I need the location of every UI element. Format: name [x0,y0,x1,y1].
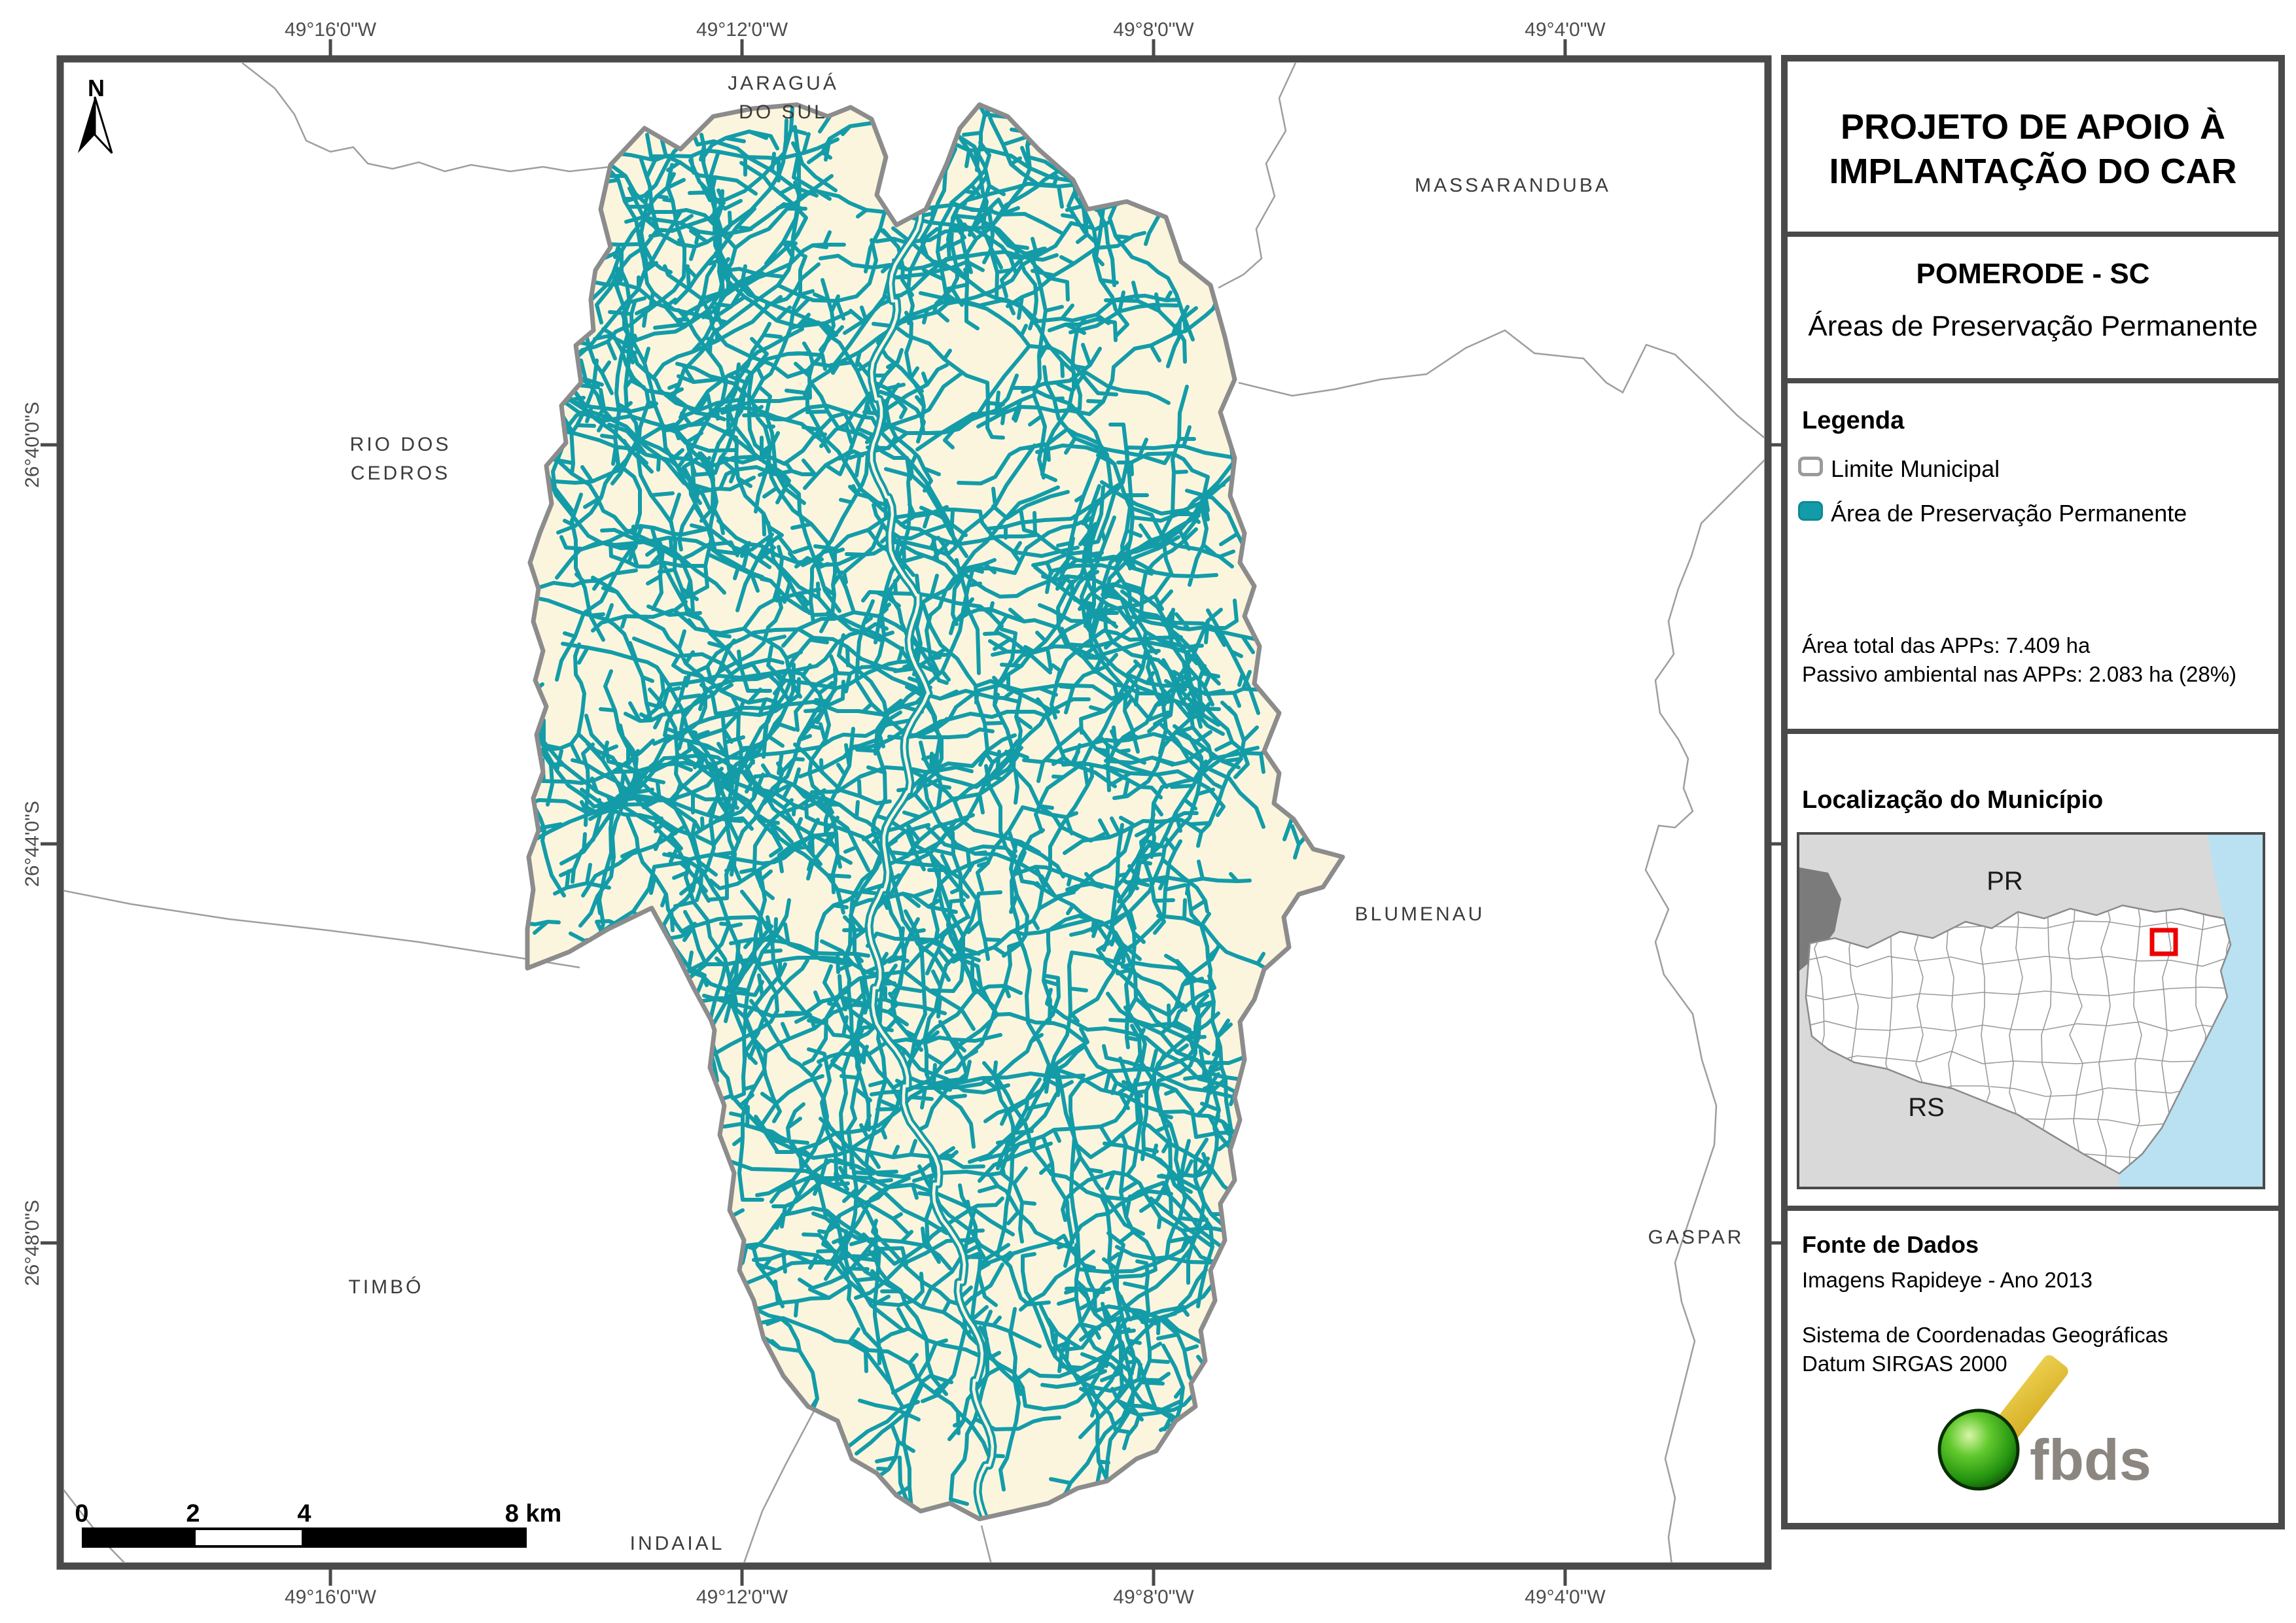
scale-bar-tick-label: 0 [75,1500,89,1527]
region-label-massaranduba: MASSARANDUBA [1415,175,1611,196]
logo-text: fbds [2030,1427,2151,1492]
region-label-blumenau: BLUMENAU [1354,903,1485,925]
fbds-logo-graphic: fbds [1937,1355,2151,1492]
municipal-boundary-line [743,1409,816,1562]
scale-bar-segment [193,1527,304,1548]
source-datum-line: Datum SIRGAS 2000 [1802,1352,2007,1376]
scale-bar-segment [82,1527,193,1548]
map-frame-border [56,55,1772,1570]
legend-swatch-limite-municipal [1798,457,1823,476]
source-crs-line: Sistema de Coordenadas Geográficas [1802,1323,2168,1347]
region-label-jaragua-do-sul: JARAGUÁ DO SUL [728,73,839,123]
panel-divider [1788,232,2278,237]
scale-bar: 0 2 4 8 km [75,1500,561,1548]
map-inner-layer [64,63,1764,1562]
project-title-line2: IMPLANTAÇÃO DO CAR [1829,152,2237,191]
longitude-label-bottom: 49°12'0"W [696,1586,788,1608]
municipal-boundary-line [64,890,580,969]
logo-sphere-icon [1937,1408,2020,1491]
north-arrow-letter: N [88,75,105,101]
scale-bar-tick-label: 4 [297,1500,311,1527]
state-locator-map: PR RS [1797,832,2265,1189]
municipal-boundary-line [980,1525,992,1562]
location-heading: Localização do Município [1802,786,2104,814]
app-total-stat: Área total das APPs: 7.409 ha [1802,633,2091,657]
app-passivo-stat: Passivo ambiental nas APPs: 2.083 ha (28… [1802,662,2237,686]
legend-swatch-app [1798,501,1823,521]
inset-municipality-mesh [1806,905,2231,1174]
santa-catarina-inset: PR RS [1799,835,2263,1187]
region-label-rio-dos-cedros: RIO DOS CEDROS [349,434,451,484]
inset-pomerode-marker [2149,928,2178,956]
north-arrow: N [73,65,119,157]
side-panel: PROJETO DE APOIO À IMPLANTAÇÃO DO CAR PO… [1781,55,2285,1529]
source-heading: Fonte de Dados [1802,1231,1979,1258]
fbds-logo: fbds [1925,1341,2200,1511]
scale-bar-tick-label: 2 [186,1500,200,1527]
longitude-label-top: 49°8'0"W [1113,19,1194,41]
municipality-title: POMERODE - SC [1916,258,2150,290]
latitude-label-left: 26°40'0"S [22,402,43,488]
app-stream-network [527,105,1343,1519]
pomerode-municipality-border [525,102,1345,1522]
inset-label-rs: RS [1908,1093,1945,1122]
latitude-label-left: 26°44'0"S [22,801,43,887]
legend-heading: Legenda [1802,407,1905,434]
longitude-label-top: 49°4'0"W [1525,19,1606,41]
municipal-boundary-line [241,63,611,173]
inset-ocean [2119,835,2263,1187]
north-arrow-icon [78,96,113,154]
longitude-label-bottom: 49°8'0"W [1113,1586,1194,1608]
region-label-indaial: INDAIAL [629,1533,725,1554]
panel-divider [1788,378,2278,383]
longitude-label-top: 49°12'0"W [696,19,788,41]
legend-label: Limite Municipal [1831,455,2000,482]
latitude-label-left: 26°48'0"S [22,1200,43,1286]
panel-divider [1788,1206,2278,1211]
scale-bar-end-label: 8 km [504,1500,562,1527]
project-title-line1: PROJETO DE APOIO À [1840,107,2226,147]
panel-divider [1788,729,2278,734]
municipal-boundary-line [1218,63,1297,289]
inset-label-pr: PR [1987,867,2023,896]
municipal-boundary-line [1238,329,1764,439]
legend-label: Área de Preservação Permanente [1831,500,2187,527]
longitude-label-bottom: 49°16'0"W [284,1586,377,1608]
region-label-gaspar: GASPAR [1648,1227,1744,1248]
map-theme-title: Áreas de Preservação Permanente [1808,310,2258,342]
longitude-label-bottom: 49°4'0"W [1525,1586,1606,1608]
source-imagery-line: Imagens Rapideye - Ano 2013 [1802,1268,2093,1292]
municipal-boundary-line [1644,459,1764,1562]
region-label-timbo: TIMBÓ [348,1276,424,1298]
inset-state-shape [1805,904,2232,1175]
scale-bar-segment [304,1527,527,1548]
longitude-label-top: 49°16'0"W [284,19,377,41]
